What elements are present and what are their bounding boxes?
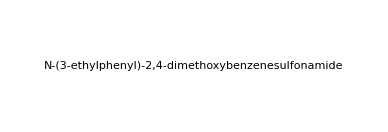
Text: N-(3-ethylphenyl)-2,4-dimethoxybenzenesulfonamide: N-(3-ethylphenyl)-2,4-dimethoxybenzenesu… (44, 61, 344, 71)
